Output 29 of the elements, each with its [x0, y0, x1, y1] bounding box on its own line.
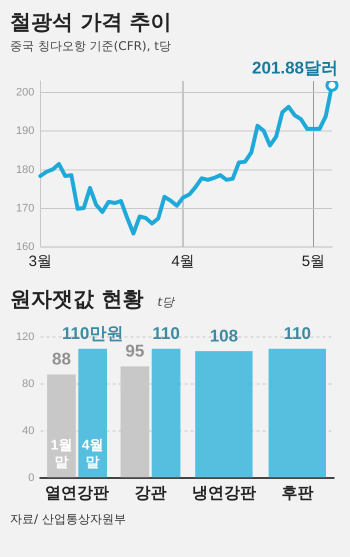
x-tick-label: 5월	[302, 253, 326, 270]
data-label: 201.88달러	[252, 58, 338, 78]
y-tick-label: 40	[22, 424, 34, 437]
data-label: 110	[284, 324, 312, 343]
data-label: 88	[52, 350, 71, 369]
data-label: 95	[125, 342, 144, 361]
y-tick-label: 80	[22, 378, 34, 390]
data-label: 108	[210, 326, 238, 346]
x-tick-label: 후판	[281, 484, 314, 502]
chart-title: 철광석 가격 추이	[10, 9, 173, 36]
x-tick-label: 3월	[28, 253, 52, 270]
text: 자료/ 산업통상자원부	[10, 511, 127, 528]
x-tick-label: 냉연강판	[192, 484, 256, 502]
y-tick-label: 0	[28, 472, 34, 484]
y-tick-label: 200	[16, 86, 34, 99]
data-label: 110만원	[62, 324, 124, 343]
chart-title: 원자잿값 현황	[10, 287, 144, 311]
data-label: 110	[152, 324, 180, 343]
series-label: 4월 말	[82, 436, 104, 470]
y-tick-label: 160	[16, 241, 34, 254]
chart-subtitle: t당	[157, 295, 174, 309]
y-tick-label: 180	[16, 164, 34, 176]
chart-subtitle: 중국 칭다오항 기준(CFR), t당	[10, 38, 172, 55]
y-tick-label: 190	[16, 125, 34, 138]
x-tick-label: 4월	[171, 253, 195, 270]
x-tick-label: 강관	[134, 484, 166, 502]
y-tick-label: 120	[16, 331, 34, 344]
x-tick-label: 열연강판	[45, 484, 110, 502]
y-tick-label: 170	[16, 202, 34, 214]
